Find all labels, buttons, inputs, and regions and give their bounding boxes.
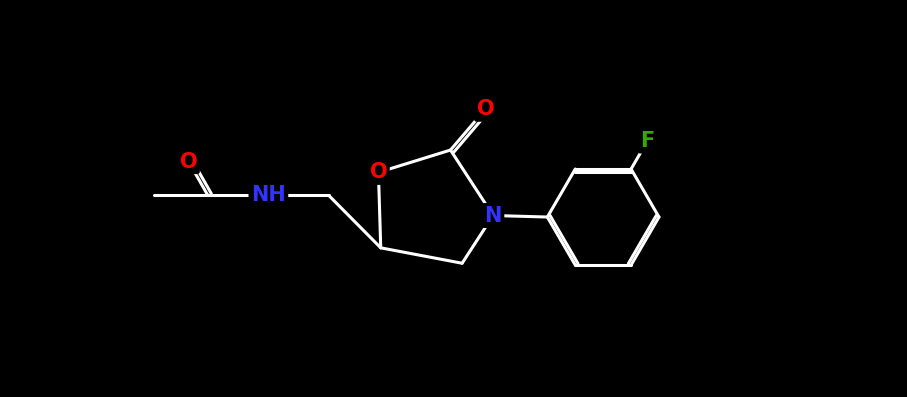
- Text: F: F: [640, 131, 655, 151]
- Text: O: O: [476, 99, 494, 119]
- Text: NH: NH: [251, 185, 286, 206]
- Text: O: O: [370, 162, 387, 182]
- Text: O: O: [180, 152, 198, 172]
- Text: N: N: [484, 206, 502, 225]
